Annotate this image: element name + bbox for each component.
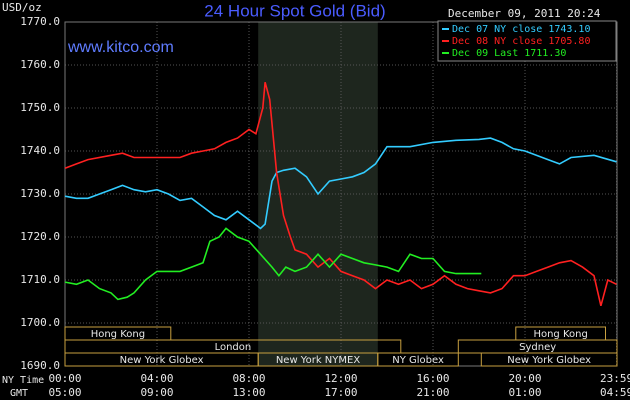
x-tick-label: 04:00 [140,372,173,385]
x-tick-label: 00:00 [48,372,81,385]
session-label: London [215,342,252,353]
y-tick-label: 1760.0 [20,58,60,71]
x-tick-label-gmt: 09:00 [140,386,173,399]
session-bar [377,352,459,367]
timestamp: December 09, 2011 20:24 [448,7,601,20]
session-label: New York Globex [507,355,591,366]
x-tick-label-gmt: 17:00 [324,386,357,399]
y-tick-label: 1710.0 [20,273,60,286]
session-label: New York Globex [120,355,204,366]
x-tick-label: 16:00 [416,372,449,385]
legend-entry: Dec 09 Last 1711.30 [452,48,566,59]
legend-entry: Dec 08 NY close 1705.80 [452,36,590,47]
x-tick-label-gmt: 04:59 [600,386,630,399]
y-tick-label: 1740.0 [20,144,60,157]
legend-entry: Dec 07 NY close 1743.10 [452,24,590,35]
x-tick-label: 20:00 [508,372,541,385]
subtitle: www.kitco.com [67,39,174,56]
price-line [64,81,617,307]
x-tick-label-gmt: 05:00 [48,386,81,399]
session-label: New York NYMEX [276,355,361,366]
chart-title: 24 Hour Spot Gold (Bid) [204,1,385,20]
y-tick-label: 1730.0 [20,187,60,200]
y-tick-label: 1720.0 [20,230,60,243]
x-tick-label: 12:00 [324,372,357,385]
price-line [64,137,617,230]
x-tick-label: 08:00 [232,372,265,385]
price-line [64,227,482,301]
y-axis-label: USD/oz [2,1,42,14]
legend-box [437,20,617,62]
x-tick-label: 23:59 [600,372,630,385]
x-tick-label-gmt: 21:00 [416,386,449,399]
y-tick-label: 1770.0 [20,15,60,28]
session-label: Hong Kong [91,329,145,340]
y-tick-label: 1700.0 [20,316,60,329]
session-label: Sydney [519,342,556,353]
x-row-label: GMT [10,388,28,399]
x-row-label: NY Time [2,375,44,386]
y-tick-label: 1690.0 [20,359,60,372]
session-bar [480,352,618,367]
session-label: NY Globex [392,355,444,366]
y-tick-label: 1750.0 [20,101,60,114]
x-tick-label-gmt: 13:00 [232,386,265,399]
session-label: Hong Kong [533,329,587,340]
x-tick-label-gmt: 01:00 [508,386,541,399]
